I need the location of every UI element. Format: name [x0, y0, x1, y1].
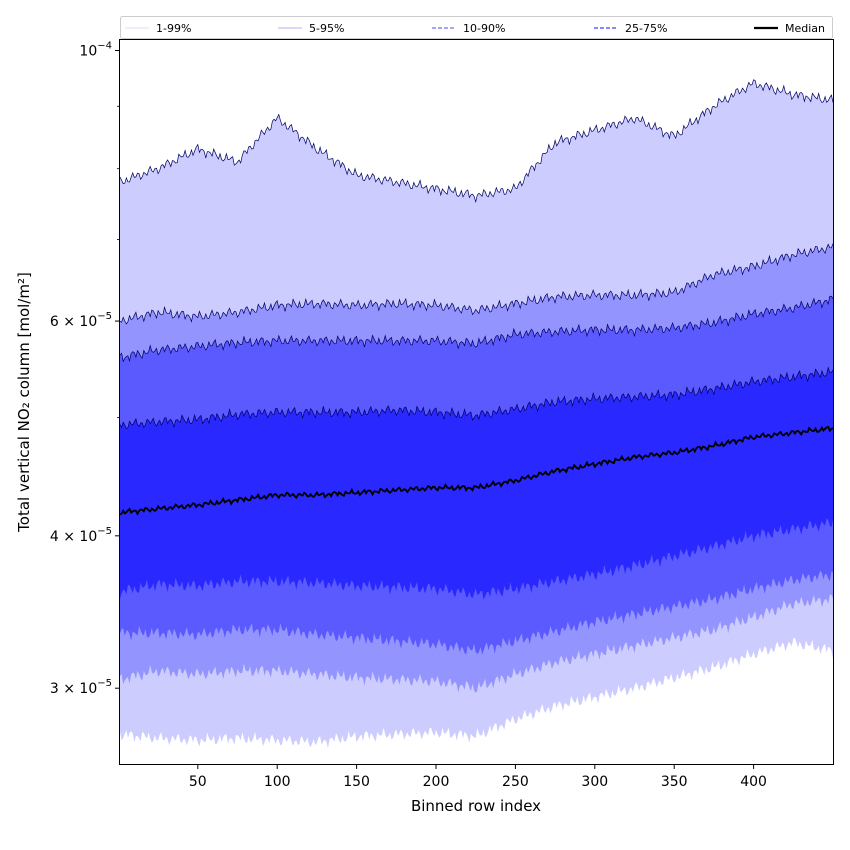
x-tick-label-300: 300 — [581, 774, 608, 790]
y-tick-label-2: 4 × 10−5 — [50, 526, 112, 545]
band-upper-edge-25-75 — [119, 366, 834, 430]
x-tick-label-150: 150 — [343, 774, 370, 790]
legend-label-4: Median — [785, 22, 825, 35]
band-25-75 — [120, 367, 833, 600]
band-upper-edge-1-99 — [119, 79, 834, 204]
legend: 1-99% 5-95% 10-90% 25-75% Median — [120, 16, 833, 39]
legend-box — [120, 16, 833, 39]
x-axis: 50 100 150 200 250 300 350 400 — [189, 764, 767, 790]
legend-label-2: 10-90% — [463, 22, 505, 35]
y-tick-label-3: 3 × 10−5 — [50, 678, 112, 697]
y-axis-label: Total vertical NO₂ column [mol/m²] — [15, 272, 33, 533]
x-axis-label: Binned row index — [411, 797, 541, 815]
percentile-bands — [119, 79, 834, 748]
y-tick-label-1: 6 × 10−5 — [50, 311, 112, 330]
median-line — [119, 425, 834, 516]
y-axis: 10−4 6 × 10−5 4 × 10−5 3 × 10−5 — [50, 40, 120, 697]
band-upper-edge-5-95 — [119, 243, 834, 325]
legend-label-3: 25-75% — [625, 22, 667, 35]
x-tick-label-250: 250 — [502, 774, 529, 790]
legend-label-0: 1-99% — [156, 22, 191, 35]
x-tick-label-350: 350 — [661, 774, 688, 790]
x-tick-label-200: 200 — [423, 774, 450, 790]
median-line-layer — [119, 425, 834, 516]
x-tick-label-50: 50 — [189, 774, 207, 790]
band-upper-edge-10-90 — [119, 295, 834, 363]
y-tick-label-0: 10−4 — [79, 40, 112, 59]
plot-frame — [119, 39, 834, 765]
x-tick-label-100: 100 — [264, 774, 291, 790]
legend-label-1: 5-95% — [309, 22, 344, 35]
x-tick-label-400: 400 — [740, 774, 767, 790]
